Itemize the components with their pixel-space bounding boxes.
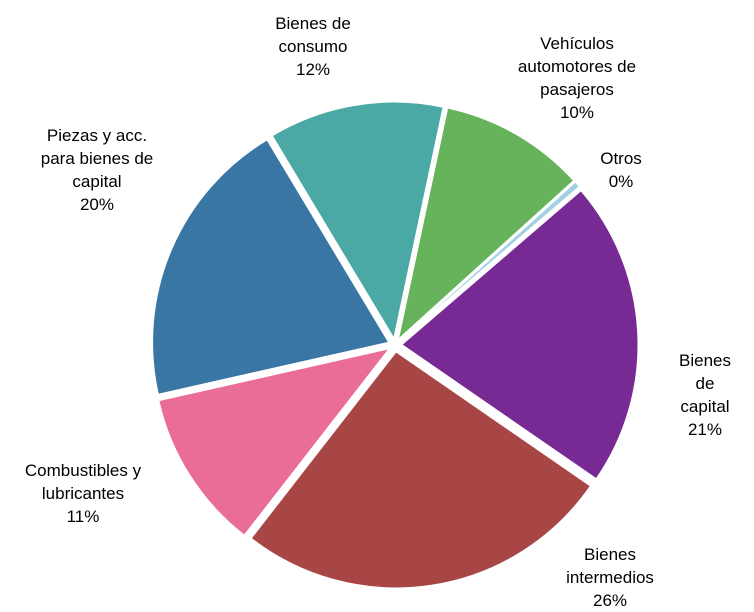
category-label: Bienes de capital xyxy=(679,351,731,416)
category-label: Bienes de consumo xyxy=(275,14,351,56)
category-label: Otros xyxy=(600,149,642,168)
category-label: Piezas y acc. para bienes de capital xyxy=(40,126,154,191)
pie-slice xyxy=(152,139,390,395)
slice-label: Otros 0% xyxy=(600,147,642,193)
category-label: Bienes intermedios xyxy=(566,545,654,587)
pie-slice xyxy=(250,351,591,589)
slice-label: Bienes intermedios 26% xyxy=(566,543,654,612)
pie-slice xyxy=(397,107,575,341)
pie-slice xyxy=(271,101,444,340)
slice-label: Piezas y acc. para bienes de capital 20% xyxy=(41,124,153,216)
pie-slice xyxy=(401,190,639,480)
value-label: 26% xyxy=(592,591,628,610)
slice-label: Bienes de capital 21% xyxy=(679,349,731,441)
slice-label: Combustibles y lubricantes 11% xyxy=(25,459,141,528)
slice-label: Vehículos automotores de pasajeros 10% xyxy=(518,32,636,124)
value-label: 21% xyxy=(687,420,723,439)
category-label: Combustibles y lubricantes xyxy=(24,461,142,503)
pie-slice xyxy=(158,347,391,536)
category-label: Vehículos automotores de pasajeros xyxy=(517,34,637,99)
value-label: 12% xyxy=(295,60,331,79)
value-label: 0% xyxy=(608,172,634,191)
value-label: 20% xyxy=(79,195,115,214)
slice-label: Bienes de consumo 12% xyxy=(275,12,351,81)
value-label: 10% xyxy=(559,103,595,122)
value-label: 11% xyxy=(66,507,100,526)
pie-slice xyxy=(399,181,580,341)
